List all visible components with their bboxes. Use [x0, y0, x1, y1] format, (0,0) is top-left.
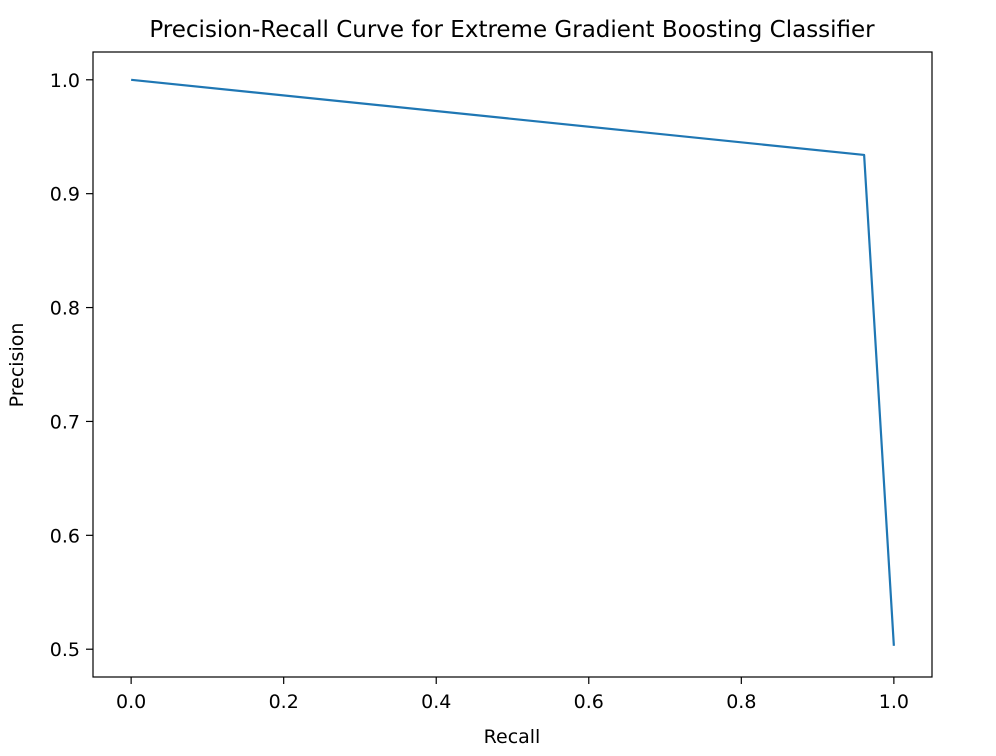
- y-tick-label: 0.9: [50, 184, 80, 206]
- x-axis-ticks: 0.0 0.2 0.4 0.6 0.8 1.0: [116, 677, 909, 713]
- precision-recall-line: [131, 78, 895, 646]
- x-tick-label: 0.0: [116, 691, 146, 713]
- x-tick-label: 0.4: [421, 691, 451, 713]
- x-tick-label: 0.8: [726, 691, 756, 713]
- plot-frame: [92, 51, 933, 678]
- x-tick-label: 1.0: [879, 691, 909, 713]
- y-tick-label: 1.0: [50, 70, 80, 92]
- y-tick-label: 0.5: [50, 639, 80, 661]
- x-tick-label: 0.6: [574, 691, 604, 713]
- series-layer: [131, 78, 895, 646]
- y-axis-ticks: 0.5 0.6 0.7 0.8 0.9 1.0: [50, 70, 93, 661]
- y-tick-label: 0.8: [50, 298, 80, 320]
- y-axis-label: Precision: [6, 323, 28, 408]
- x-tick-label: 0.2: [269, 691, 299, 713]
- y-tick-label: 0.7: [50, 411, 80, 433]
- plot-area: [92, 51, 933, 678]
- chart-title: Precision-Recall Curve for Extreme Gradi…: [149, 17, 875, 43]
- x-axis-label: Recall: [484, 726, 541, 748]
- y-tick-label: 0.6: [50, 525, 80, 547]
